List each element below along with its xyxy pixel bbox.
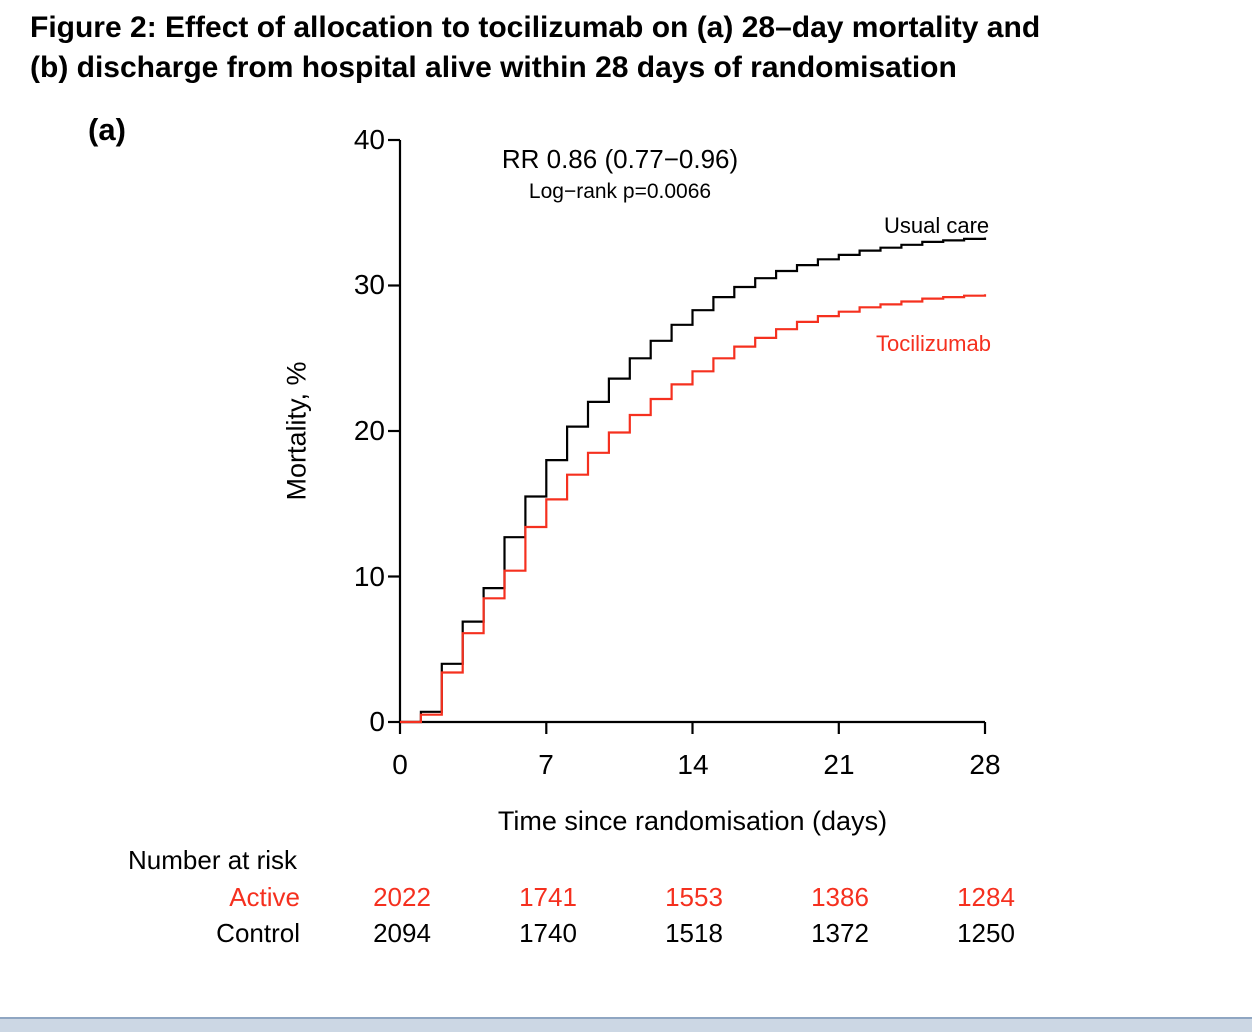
- x-tick-label-21: 21: [823, 749, 855, 780]
- risk-row-label-control: Control: [216, 918, 300, 948]
- figure-title-line-2: (b) discharge from hospital alive within…: [30, 51, 957, 84]
- x-tick-label-14: 14: [677, 749, 709, 780]
- x-tick-label-0: 0: [392, 749, 408, 780]
- figure-title: Figure 2: Effect of allocation to tocili…: [30, 8, 1230, 88]
- risk-value-active-d21: 1386: [811, 882, 869, 912]
- y-axis-title: Mortality, %: [281, 361, 312, 501]
- risk-row-label-active: Active: [229, 882, 300, 912]
- panel-a-label: (a): [88, 112, 126, 147]
- risk-value-active-d0: 2022: [373, 882, 431, 912]
- logrank-annotation: Log−rank p=0.0066: [528, 180, 712, 203]
- series-curve-usual-care: [400, 237, 987, 724]
- x-tick-label-28: 28: [969, 749, 1001, 780]
- y-tick-label-30: 30: [353, 269, 385, 300]
- risk-value-active-d14: 1553: [665, 882, 723, 912]
- x-tick-label-7: 7: [538, 749, 554, 780]
- series-curve-tocilizumab: [400, 294, 987, 724]
- risk-value-active-d7: 1741: [519, 882, 577, 912]
- risk-value-control-d0: 2094: [373, 918, 431, 948]
- number-at-risk-heading: Number at risk: [128, 845, 298, 875]
- y-tick-label-40: 40: [353, 124, 385, 155]
- curve-label-usual-care: Usual care: [884, 213, 990, 238]
- risk-value-control-d28: 1250: [957, 918, 1015, 948]
- x-axis-title: Time since randomisation (days): [497, 806, 888, 836]
- risk-value-control-d14: 1518: [665, 918, 723, 948]
- bottom-bar: [0, 1017, 1252, 1032]
- rate-ratio-annotation: RR 0.86 (0.77−0.96): [501, 144, 739, 174]
- y-tick-label-0: 0: [369, 706, 385, 737]
- figure-title-line-1: Figure 2: Effect of allocation to tocili…: [30, 11, 1041, 44]
- risk-value-control-d7: 1740: [519, 918, 577, 948]
- curve-label-tocilizumab: Tocilizumab: [876, 331, 991, 356]
- risk-value-active-d28: 1284: [957, 882, 1015, 912]
- y-tick-label-20: 20: [353, 415, 385, 446]
- y-tick-label-10: 10: [353, 561, 385, 592]
- risk-value-control-d21: 1372: [811, 918, 869, 948]
